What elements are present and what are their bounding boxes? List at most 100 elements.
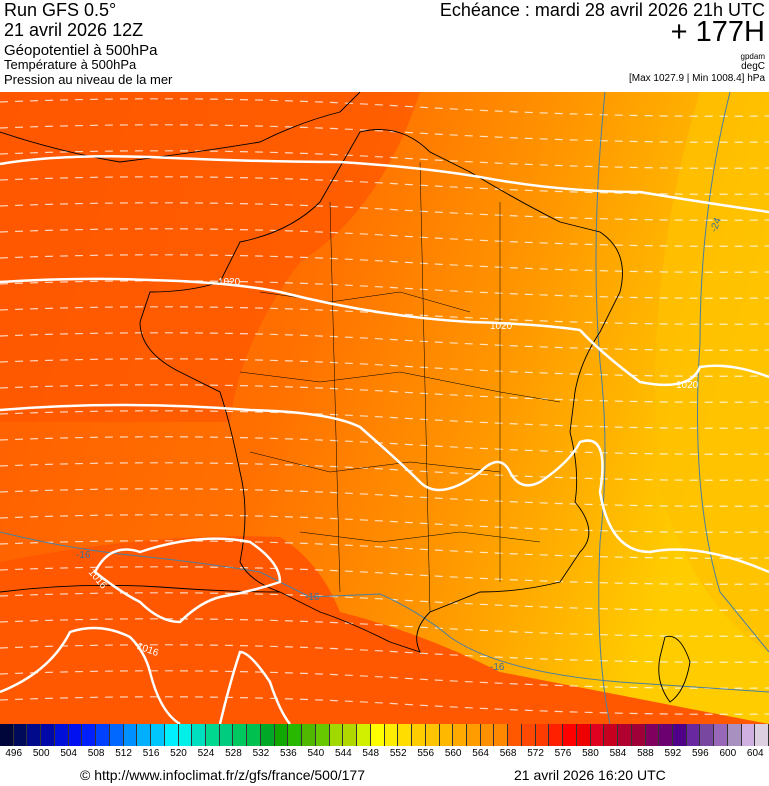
color-scale-cell [178,724,193,746]
color-scale-cell [233,724,248,746]
geopotential-dashed-line [0,462,769,481]
isobar-label: 1020 [676,380,699,391]
color-scale-cell [123,724,138,746]
geopotential-dashed-line [0,540,769,559]
geopotential-dashed-line [0,202,769,221]
geopotential-dashed-line [0,644,769,663]
color-scale-tick: 544 [334,748,352,759]
color-scale-cell [398,724,413,746]
color-scale-cell [260,724,275,746]
color-scale-cell [164,724,179,746]
france-outline [139,129,623,653]
color-scale-labels: 496 500 504 508 512 516 520 524 528 532 536 540 544 5… [0,748,769,762]
field-pressure: Pression au niveau de la mer [4,72,173,87]
color-scale-tick: 592 [664,748,682,759]
color-scale-cell [672,724,687,746]
color-scale-cell [755,724,769,746]
color-scale-cell [480,724,495,746]
geopotential-dashed-line [0,124,769,143]
geopotential-dashed-line [0,228,769,247]
color-scale-cell [563,724,577,746]
geopotential-dashed-line [0,358,769,377]
color-scale-cell [13,724,28,746]
unit-temperature: degC [741,61,765,72]
isotherm-label: -24 [709,216,724,234]
color-scale-cell [576,724,591,746]
color-scale-cell [453,724,467,746]
color-scale-tick: 512 [115,748,132,759]
color-scale-cell [549,724,564,746]
color-scale-tick: 516 [142,748,160,759]
color-scale-cell [618,724,632,746]
geopotential-dashed-line [0,306,769,325]
color-scale-tick: 588 [637,748,654,759]
lead-time: + 177H [670,16,765,48]
geopotential-dashed-line [0,332,769,351]
color-scale-tick: 564 [472,748,489,759]
color-scale-tick: 580 [582,748,599,759]
color-scale-tick: 536 [280,748,297,759]
color-scale-tick: 540 [307,748,325,759]
pressure-minmax: [Max 1027.9 | Min 1008.4] hPa [628,73,765,84]
color-scale-cell [315,724,330,746]
color-scale-cell [645,724,660,746]
color-scale-tick: 560 [444,748,462,759]
run-title: Run GFS 0.5° [4,0,117,20]
color-scale-cell [370,724,385,746]
color-scale-cell [219,724,234,746]
color-scale-cell [206,724,220,746]
color-scale [0,724,769,746]
color-scale-cell [357,724,371,746]
color-scale-cell [54,724,69,746]
geopotential-band-south [0,536,769,724]
color-scale-cell [384,724,399,746]
color-scale-cell [714,724,728,746]
color-scale-cell [686,724,701,746]
color-scale-tick: 496 [5,748,23,759]
color-scale-cell [727,724,742,746]
color-scale-cell [412,724,426,746]
weather-map: 1020 1020 1020 1016 1016 -16 -16 -16 -24 [0,92,769,724]
color-scale-tick: 604 [746,748,764,759]
isotherm-label: -16 [76,550,91,561]
color-scale-cell [329,724,344,746]
geopotential-dashed-line [0,176,769,195]
isobar-label: 1020 [490,321,513,332]
geopotential-dashed-line [0,436,769,455]
color-scale-cell [343,724,358,746]
isotherm-label: -16 [305,592,320,603]
run-date: 21 avril 2026 12Z [4,20,144,40]
color-scale-tick: 548 [362,748,380,759]
color-scale-cell [439,724,454,746]
color-scale-cell [27,724,42,746]
color-scale-cell [631,724,646,746]
color-scale-tick: 524 [197,748,215,759]
color-scale-cell [96,724,110,746]
color-scale-tick: 532 [252,748,270,759]
country-borders [0,92,691,703]
geopotential-dashed-line [0,150,769,169]
color-scale-cell [659,724,673,746]
color-scale-cell [590,724,605,746]
color-scale-tick: 596 [691,748,709,759]
geopotential-dashed-line [0,618,769,637]
color-scale-cell [494,724,509,746]
geopotential-band-568 [0,92,420,422]
field-temperature: Température à 500hPa [4,57,137,72]
color-scale-cell [700,724,715,746]
color-scale-cell [41,724,55,746]
color-scale-cell [68,724,83,746]
color-scale-cell [0,724,14,746]
geopotential-dashed-line [0,670,769,689]
color-scale-cell [466,724,481,746]
color-scale-tick: 600 [719,748,737,759]
color-scale-tick: 528 [225,748,242,759]
isobar-lines [0,155,769,724]
color-scale-cell [288,724,303,746]
geopotential-dashed-line [0,696,769,715]
geopotential-dashed-line [0,410,769,429]
field-geopotential: Géopotentiel à 500hPa [4,42,158,59]
source-url: © http://www.infoclimat.fr/z/gfs/france/… [80,767,365,783]
geopotential-dashed-line [0,98,769,117]
geopotential-dashed-line [0,488,769,507]
